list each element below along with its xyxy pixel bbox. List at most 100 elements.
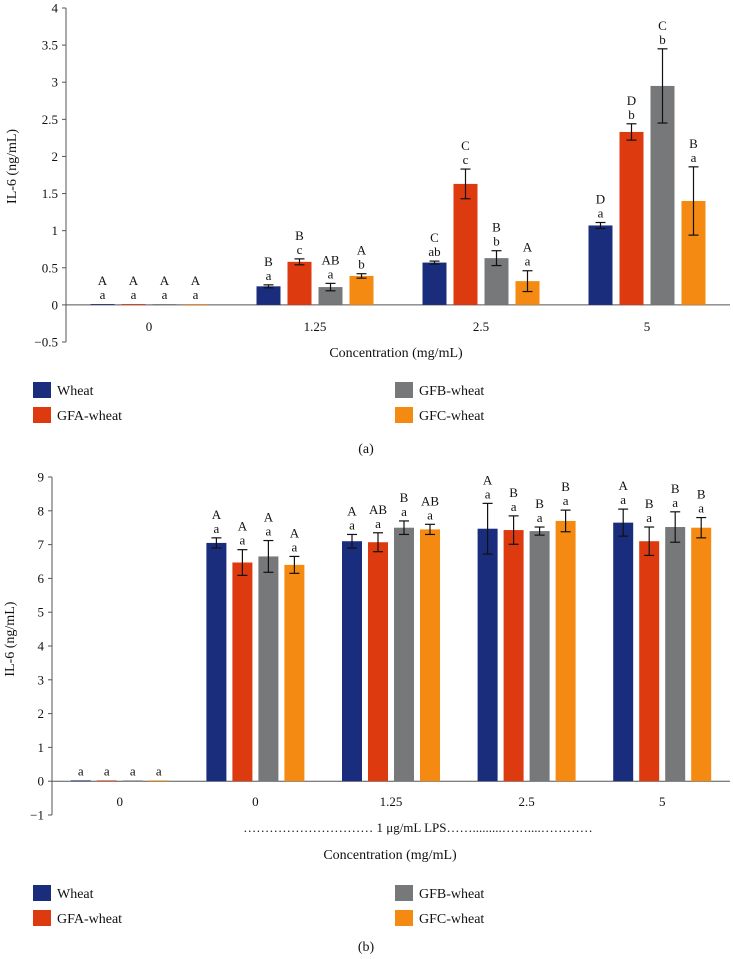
bar	[368, 542, 388, 782]
y-tick-label: 4	[38, 639, 45, 654]
significance-letter-upper: B	[535, 496, 544, 511]
bar	[258, 556, 279, 782]
x-axis-title: Concentration (mg/mL)	[323, 848, 457, 863]
y-tick-label: −1	[30, 808, 44, 823]
x-tick-label: 0	[146, 319, 153, 334]
bar	[183, 304, 208, 305]
panel-b-chart: −1 0 1 2 3 4 5 6 7 8 9 IL-6 (ng/mL) Concentration (m…	[3, 470, 730, 863]
y-tick-label: 0.5	[42, 260, 58, 275]
significance-letter-lower: b	[358, 257, 365, 272]
legend-swatch-gfa	[33, 407, 51, 423]
bar	[70, 780, 91, 782]
significance-letter-lower: b	[628, 107, 635, 122]
y-tick-label: 9	[38, 470, 45, 485]
significance-letter-lower: a	[672, 495, 678, 510]
significance-letter-lower: a	[131, 287, 137, 302]
y-tick-label: 3	[52, 75, 59, 90]
bar	[691, 527, 712, 782]
significance-letter-upper: AB	[321, 252, 339, 267]
panel-a-chart: −0.5 0 0.5 1 1.5 2 2.5 3 3.5 4 IL-6 (ng/mL) Concent…	[5, 1, 730, 361]
bar	[453, 183, 478, 305]
significance-letter-upper: A	[212, 507, 222, 522]
y-axis-title: IL-6 (ng/mL)	[5, 129, 20, 204]
significance-letter-lower: a	[698, 501, 704, 516]
y-axis-title: IL-6 (ng/mL)	[3, 601, 18, 676]
legend-label-gfb: GFB-wheat	[419, 887, 484, 902]
significance-letter-upper: A	[98, 273, 108, 288]
y-tick-label: −0.5	[34, 335, 58, 350]
bar	[287, 261, 312, 305]
significance-letter-lower: a	[104, 764, 110, 779]
significance-letter-upper: A	[523, 240, 533, 255]
significance-letter-upper: B	[295, 228, 304, 243]
significance-letter-lower: b	[493, 234, 500, 249]
legend-label-gfc: GFC-wheat	[419, 912, 484, 927]
y-tick-label: 1	[52, 223, 59, 238]
significance-letter-lower: a	[375, 516, 381, 531]
significance-letter-lower: a	[156, 764, 162, 779]
panel-a-caption: (a)	[358, 442, 374, 457]
significance-letter-lower: a	[620, 492, 626, 507]
legend-swatch-gfa	[33, 910, 51, 926]
x-tick-label: 0	[117, 794, 124, 809]
significance-letter-lower: a	[537, 510, 543, 525]
significance-letter-lower: a	[598, 206, 604, 221]
significance-letter-lower: a	[292, 539, 298, 554]
bar	[284, 564, 305, 782]
legend-label-wheat: Wheat	[57, 887, 94, 902]
significance-letter-upper: D	[596, 192, 605, 207]
x-tick-label: 2.5	[518, 794, 534, 809]
y-tick-label: 4	[52, 1, 59, 16]
bar	[122, 780, 143, 782]
x-tick-label: 1.25	[304, 319, 327, 334]
bar	[515, 281, 540, 305]
bar	[148, 780, 169, 782]
x-tick-label: 5	[659, 794, 666, 809]
significance-letter-lower: a	[100, 287, 106, 302]
bar	[665, 527, 686, 782]
significance-letter-upper: AB	[369, 502, 387, 517]
bar	[503, 530, 524, 782]
significance-letter-lower: a	[525, 254, 531, 269]
significance-letter-lower: a	[240, 533, 246, 548]
significance-letter-lower: a	[646, 510, 652, 525]
y-tick-label: 5	[38, 605, 45, 620]
y-tick-label: 1	[38, 740, 45, 755]
significance-letter-lower: a	[563, 493, 569, 508]
legend-swatch-gfb	[395, 382, 413, 398]
y-tick-label: 0	[52, 297, 59, 312]
significance-letter-lower: a	[214, 521, 220, 536]
bar	[256, 286, 281, 305]
significance-letter-upper: B	[645, 496, 654, 511]
bar	[477, 528, 498, 782]
significance-letter-upper: A	[191, 273, 201, 288]
bar	[121, 304, 146, 305]
significance-letter-upper: A	[619, 478, 629, 493]
x-tick-label: 5	[644, 319, 651, 334]
significance-letter-lower: ab	[428, 244, 440, 259]
significance-letter-upper: B	[400, 490, 409, 505]
legend-swatch-gfb	[395, 885, 413, 901]
bar	[613, 522, 634, 782]
x-axis-title: Concentration (mg/mL)	[329, 346, 463, 361]
legend-swatch-wheat	[33, 885, 51, 901]
legend-swatch-gfc	[395, 910, 413, 926]
bar	[206, 542, 227, 782]
bar	[422, 262, 447, 305]
bar	[394, 527, 414, 782]
significance-letter-upper: A	[357, 243, 367, 258]
y-tick-label: 1.5	[42, 186, 58, 201]
legend-swatch-wheat	[33, 382, 51, 398]
x-tick-label: 2.5	[473, 319, 489, 334]
significance-letter-upper: A	[290, 525, 300, 540]
significance-letter-upper: B	[492, 220, 501, 235]
significance-letter-upper: C	[658, 18, 667, 33]
bar	[588, 225, 613, 305]
significance-letter-upper: D	[627, 93, 636, 108]
significance-letter-lower: a	[485, 486, 491, 501]
lps-annotation: ………………………… 1 μg/mL LPS…….........……....……	[243, 820, 593, 835]
significance-letter-lower: a	[162, 287, 168, 302]
legend-label-gfc: GFC-wheat	[419, 409, 484, 424]
significance-letter-lower: a	[349, 517, 355, 532]
